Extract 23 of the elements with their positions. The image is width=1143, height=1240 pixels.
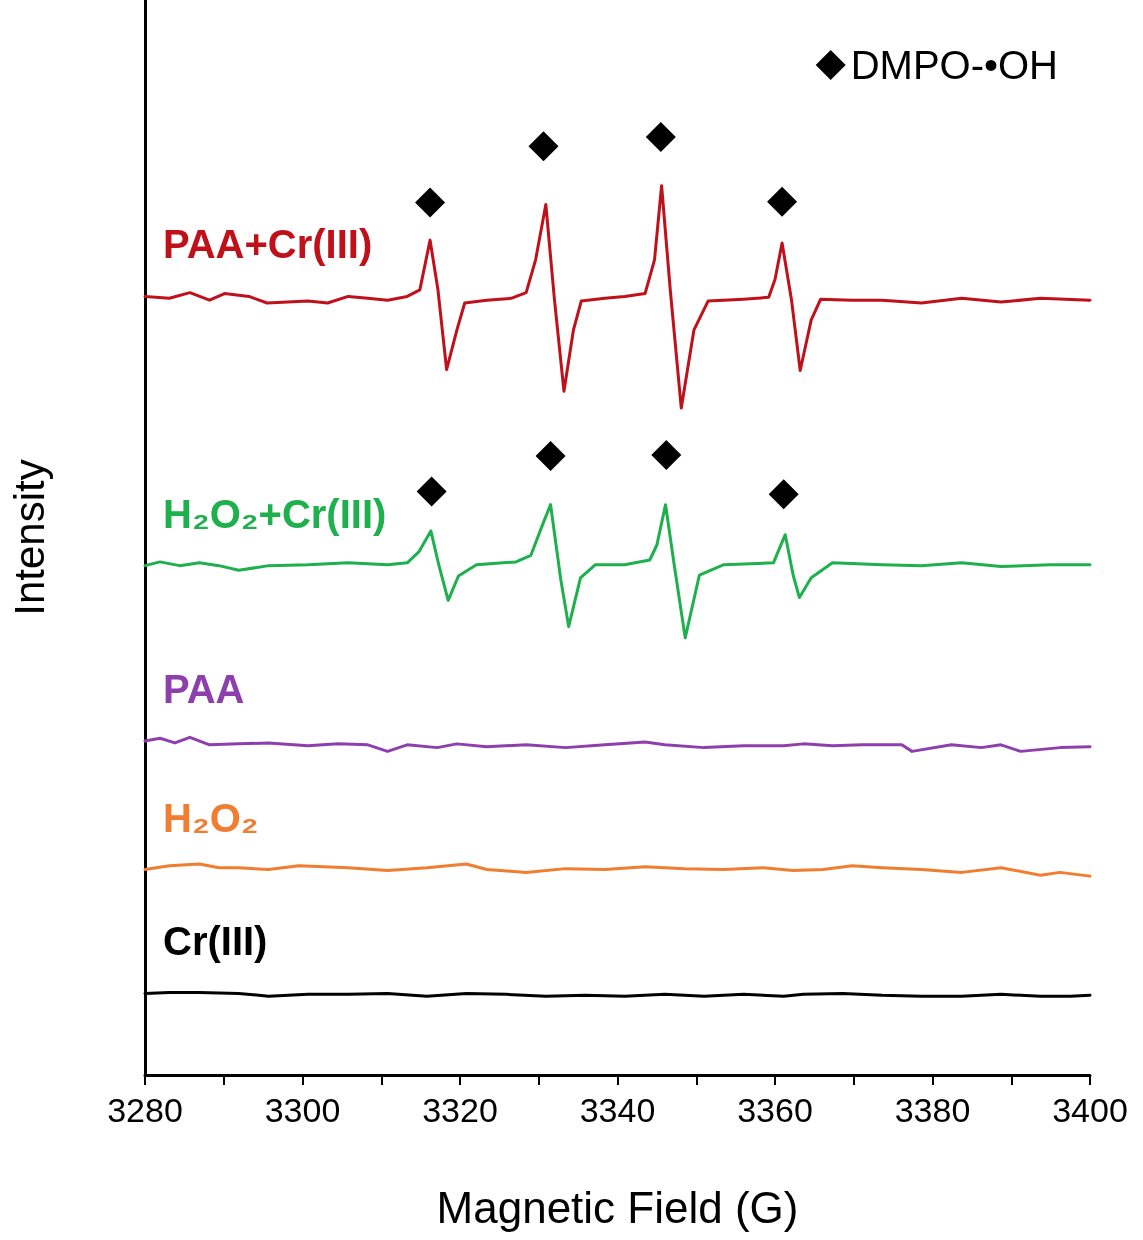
point xyxy=(768,479,799,510)
x-axis-title: Magnetic Field (G) xyxy=(436,1182,799,1232)
x-tick-label: 3400 xyxy=(1052,1091,1128,1129)
x-tick-label: 3340 xyxy=(579,1091,656,1129)
series-label: H₂O₂ xyxy=(163,795,259,840)
y-axis-title: Intensity xyxy=(5,459,53,616)
x-tick-label: 3280 xyxy=(107,1091,183,1129)
x-tick-label: 3320 xyxy=(422,1091,498,1129)
series-label: PAA xyxy=(163,667,245,712)
series-label: Cr(III) xyxy=(163,919,268,964)
series-label: PAA+Cr(III) xyxy=(163,222,373,267)
point xyxy=(415,187,446,218)
x-tick-label: 3380 xyxy=(894,1091,971,1129)
x-tick-label: 3300 xyxy=(264,1091,341,1129)
point xyxy=(645,121,676,152)
legend-label: DMPO-•OH xyxy=(850,43,1058,87)
point xyxy=(651,439,682,470)
point xyxy=(528,131,559,162)
point xyxy=(767,186,798,217)
series-label: H₂O₂+Cr(III) xyxy=(163,491,387,536)
x-tick-label: 3360 xyxy=(737,1091,813,1129)
point xyxy=(535,440,566,471)
point xyxy=(416,476,447,507)
